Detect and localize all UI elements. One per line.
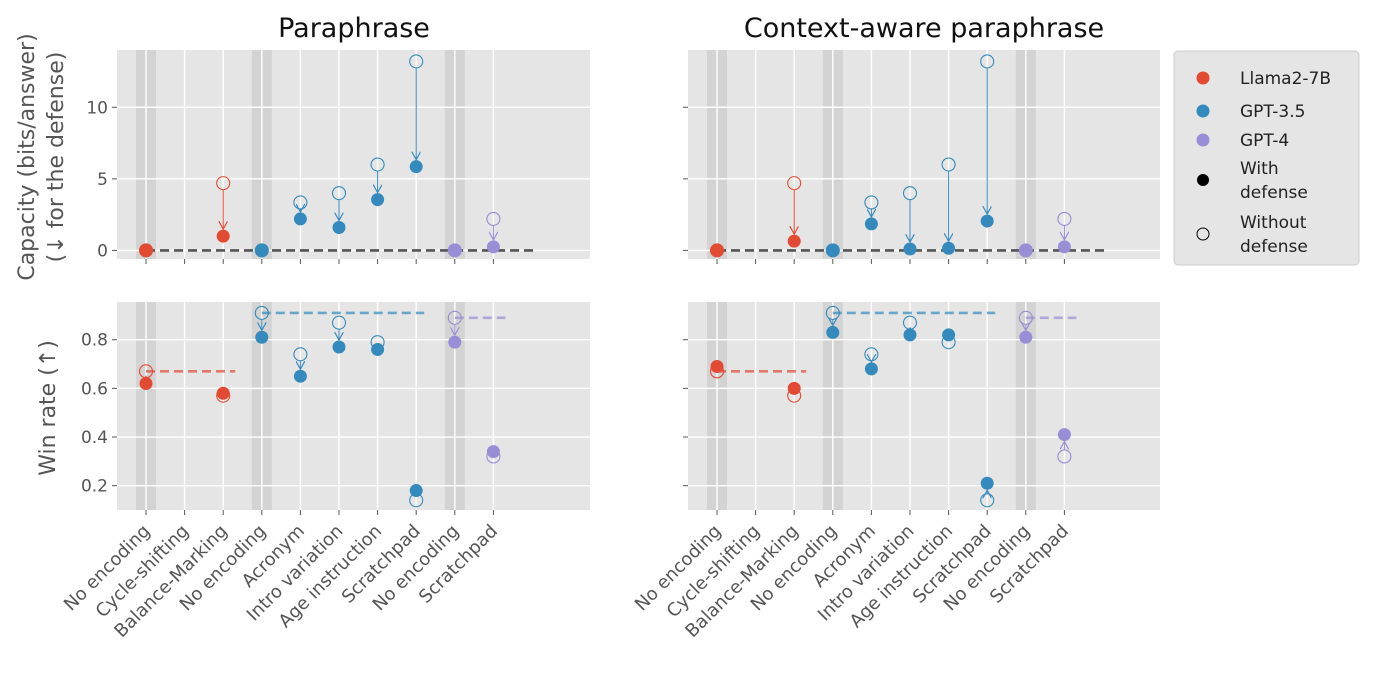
- point-with-defense: [980, 214, 994, 228]
- legend-marker-filled: [1197, 174, 1209, 186]
- panel-paraphrase-capacity: 0 5 10: [86, 50, 590, 264]
- point-with-defense: [903, 242, 917, 256]
- point-without-defense: [293, 347, 308, 362]
- point-with-defense: [216, 229, 230, 243]
- y-tick-label: 0.2: [81, 477, 108, 497]
- point-with-defense: [371, 342, 385, 356]
- point-with-defense: [332, 340, 346, 354]
- legend-label: defense: [1240, 183, 1308, 203]
- point-with-defense: [826, 243, 840, 257]
- point-with-defense: [486, 240, 500, 254]
- capacity-ylabel-line1: Capacity (bits/answer): [15, 33, 40, 280]
- legend-label: Llama2-7B: [1240, 69, 1331, 89]
- legend-label: GPT-4: [1240, 131, 1289, 151]
- point-with-defense: [409, 484, 423, 498]
- point-with-defense: [1019, 243, 1033, 257]
- legend-marker-gpt-3.5: [1196, 104, 1210, 118]
- point-without-defense: [370, 157, 385, 172]
- legend: Llama2-7B GPT-3.5 GPT-4 With defense Without d…: [1173, 50, 1360, 266]
- point-without-defense: [1057, 211, 1072, 226]
- point-with-defense: [980, 476, 994, 490]
- point-with-defense: [942, 328, 956, 342]
- legend-marker-llama2-7b: [1196, 71, 1210, 85]
- point-without-defense: [980, 493, 995, 508]
- point-with-defense: [826, 325, 840, 339]
- point-without-defense: [980, 54, 995, 69]
- legend-marker-gpt-4: [1196, 133, 1210, 147]
- point-with-defense: [293, 369, 307, 383]
- point-with-defense: [787, 234, 801, 248]
- panel-context-aware-capacity: [683, 50, 1160, 264]
- y-tick-label: 5: [97, 170, 108, 190]
- panel-background: [688, 50, 1160, 259]
- point-without-defense: [1057, 449, 1072, 464]
- point-with-defense: [864, 362, 878, 376]
- point-with-defense: [1057, 240, 1071, 254]
- point-without-defense: [331, 315, 347, 330]
- point-without-defense: [902, 186, 918, 201]
- point-with-defense: [903, 328, 917, 342]
- panel-context-aware-win_rate: No encodingCycle-shiftingBalance-Marking…: [631, 302, 1160, 642]
- point-with-defense: [139, 243, 153, 257]
- point-with-defense: [942, 241, 956, 255]
- point-without-defense: [864, 347, 879, 362]
- panel-background: [688, 302, 1160, 510]
- point-with-defense: [710, 359, 724, 373]
- point-without-defense: [293, 195, 308, 210]
- legend-label: With: [1240, 159, 1279, 179]
- panel-paraphrase-win_rate: 0.20.40.60.8No encodingCycle-shiftingBal…: [60, 302, 590, 642]
- point-without-defense: [254, 305, 269, 320]
- point-without-defense: [825, 305, 840, 320]
- winrate-ylabel: Win rate (↑): [36, 340, 61, 476]
- point-without-defense: [941, 157, 956, 172]
- capacity-ylabel-line2: (↓ for the defense): [44, 52, 69, 263]
- point-with-defense: [216, 386, 230, 400]
- point-with-defense: [448, 243, 462, 257]
- point-with-defense: [139, 376, 153, 390]
- legend-marker-hollow: [1196, 227, 1210, 241]
- y-tick-label: 0: [97, 241, 108, 261]
- point-with-defense: [1019, 330, 1033, 344]
- point-with-defense: [710, 243, 724, 257]
- point-with-defense: [864, 217, 878, 231]
- panel-background: [117, 302, 590, 510]
- panel-title-right: Context-aware paraphrase: [744, 13, 1104, 44]
- point-with-defense: [486, 445, 500, 459]
- point-with-defense: [293, 212, 307, 226]
- point-without-defense: [331, 186, 347, 201]
- point-without-defense: [1018, 310, 1033, 325]
- point-without-defense: [864, 195, 879, 210]
- y-tick-label: 0.4: [81, 428, 108, 448]
- point-with-defense: [371, 193, 385, 207]
- point-with-defense: [332, 221, 346, 235]
- legend-label: GPT-3.5: [1240, 102, 1305, 122]
- y-tick-label: 0.8: [81, 331, 108, 351]
- point-without-defense: [787, 176, 802, 191]
- point-without-defense: [409, 54, 424, 69]
- plot-area: 0 5 10 0.2 0.4 0.6 0.8 No encodingCycle-shiftin…: [60, 50, 1160, 642]
- point-with-defense: [255, 330, 269, 344]
- y-tick-label: 10: [86, 98, 108, 118]
- point-without-defense: [486, 211, 501, 226]
- panel-title-left: Paraphrase: [278, 13, 430, 44]
- point-with-defense: [1057, 428, 1071, 442]
- point-with-defense: [787, 381, 801, 395]
- panel-background: [117, 50, 590, 259]
- point-without-defense: [216, 176, 231, 191]
- legend-label: Without: [1240, 213, 1307, 233]
- point-with-defense: [255, 243, 269, 257]
- legend-label: defense: [1240, 237, 1308, 257]
- point-with-defense: [409, 160, 423, 174]
- legend-box: [1173, 50, 1360, 266]
- point-with-defense: [448, 335, 462, 349]
- point-without-defense: [447, 310, 462, 325]
- y-tick-label: 0.6: [81, 379, 108, 399]
